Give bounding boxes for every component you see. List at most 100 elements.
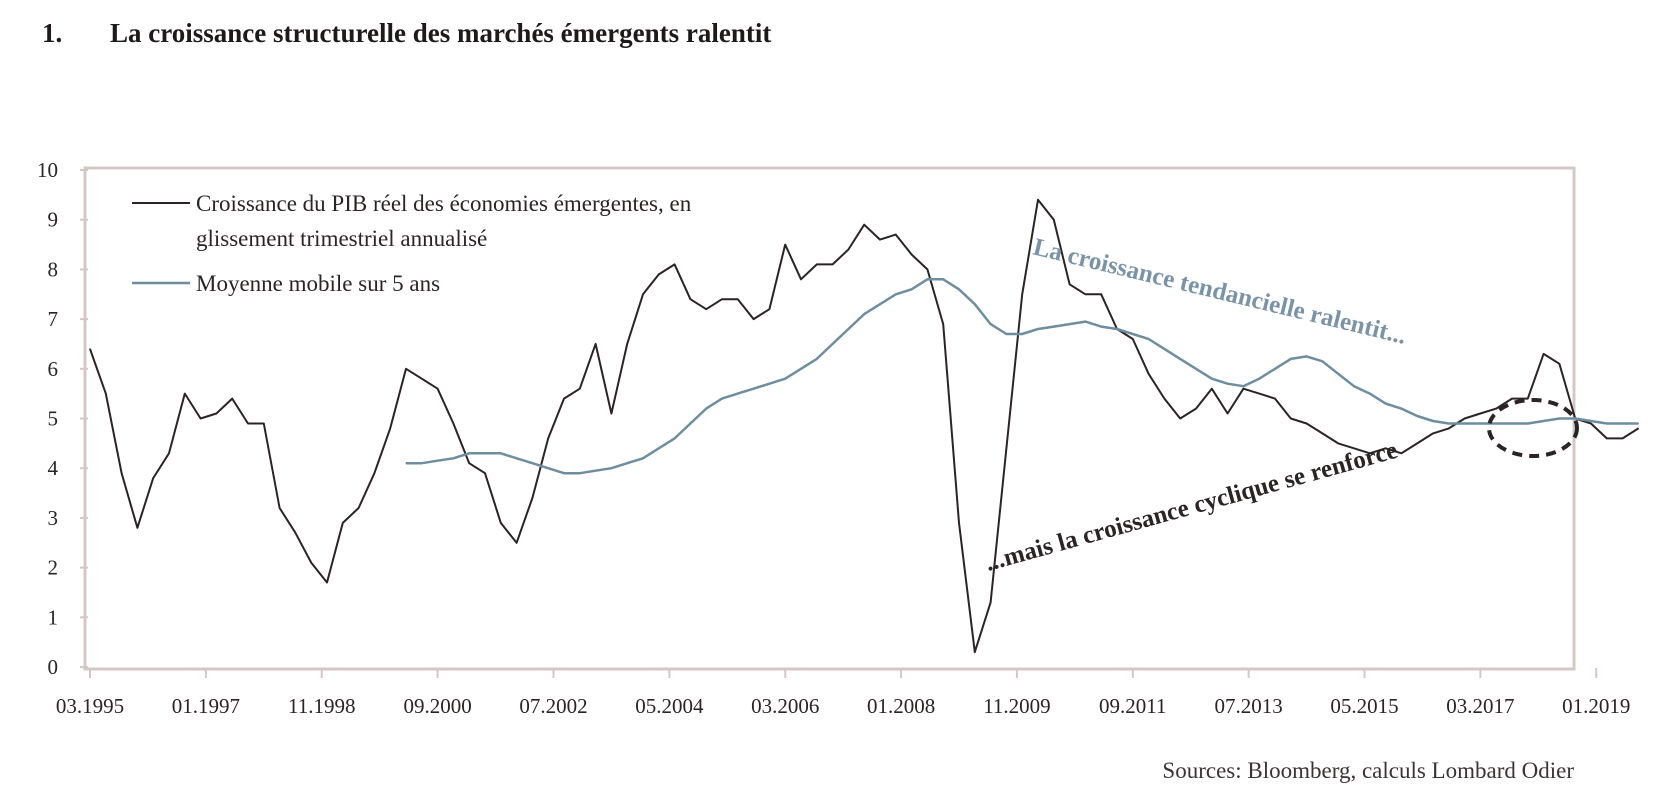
- gdp-growth-point: [326, 581, 328, 584]
- moving-average-point: [1053, 326, 1055, 328]
- gdp-growth-point: [863, 224, 865, 226]
- x-tick-label: 03.2006: [751, 694, 819, 718]
- gdp-growth-point: [168, 452, 170, 454]
- gdp-growth-point: [421, 378, 423, 380]
- gdp-growth-point: [832, 263, 834, 265]
- gdp-growth-point: [279, 507, 281, 509]
- moving-average-point: [516, 457, 518, 459]
- gdp-growth-point: [516, 542, 518, 544]
- gdp-growth-point: [1037, 199, 1039, 201]
- moving-average-point: [468, 452, 470, 454]
- gdp-growth-point: [1179, 417, 1181, 420]
- x-tick-label: 01.1997: [172, 694, 240, 718]
- gdp-growth-point: [958, 522, 960, 524]
- moving-average-point: [863, 313, 865, 315]
- gdp-growth-point: [310, 562, 312, 564]
- gdp-growth-point: [642, 293, 644, 295]
- moving-average-point: [1084, 321, 1086, 323]
- moving-average-point: [958, 288, 960, 290]
- gdp-growth-point: [595, 343, 597, 345]
- y-tick-label: 1: [48, 605, 59, 629]
- moving-average-point: [1242, 385, 1244, 387]
- gdp-growth-point: [1258, 393, 1260, 395]
- moving-average-point: [1306, 355, 1308, 357]
- x-tick-label: 03.1995: [56, 694, 124, 718]
- gdp-growth-point: [547, 437, 549, 439]
- x-axis: 03.1995 01.1997 11.1998 09.2000 07.2002 05.20…: [56, 668, 1630, 718]
- y-tick-label: 4: [48, 456, 59, 480]
- moving-average-point: [421, 462, 423, 464]
- gdp-growth-point: [847, 248, 850, 251]
- x-tick-label: 09.2000: [403, 694, 471, 718]
- gdp-growth-point: [1448, 427, 1450, 429]
- gdp-growth-point: [1495, 408, 1497, 410]
- gdp-growth-point: [942, 323, 944, 325]
- moving-average-point: [879, 303, 881, 305]
- gdp-growth-point: [1069, 283, 1071, 285]
- moving-average-point: [1543, 420, 1545, 422]
- gdp-growth-point: [926, 268, 929, 270]
- moving-average-point: [1021, 333, 1023, 335]
- moving-average-point: [484, 452, 486, 454]
- gdp-growth-point: [1290, 417, 1292, 420]
- legend: Croissance du PIB réel des économies éme…: [132, 191, 692, 296]
- gdp-growth-point: [1021, 293, 1023, 295]
- moving-average-point: [437, 460, 439, 462]
- moving-average-line: [406, 278, 1639, 475]
- chart-number: 1.: [42, 18, 63, 48]
- gdp-growth-point: [1511, 398, 1513, 400]
- gdp-growth-point: [800, 278, 802, 280]
- moving-average-point: [784, 378, 786, 380]
- gdp-growth-point: [658, 273, 660, 275]
- legend-label-gdp-line2: glissement trimestriel annualisé: [196, 226, 487, 251]
- moving-average-point: [1574, 417, 1576, 420]
- moving-average-point: [1116, 328, 1118, 330]
- gdp-growth-point: [974, 651, 976, 653]
- moving-average-point: [1637, 422, 1639, 425]
- moving-average-point: [1385, 403, 1387, 405]
- moving-average-point: [1400, 408, 1402, 410]
- gdp-growth-point: [105, 393, 107, 395]
- moving-average-point: [1258, 378, 1260, 380]
- moving-average-point: [721, 398, 723, 400]
- gdp-growth-point: [1242, 388, 1244, 390]
- gdp-growth-point: [1084, 293, 1086, 295]
- gdp-growth-point: [1337, 442, 1339, 444]
- y-tick-label: 8: [48, 257, 59, 281]
- gdp-growth-point: [1590, 422, 1592, 425]
- gdp-growth-point: [563, 398, 565, 400]
- moving-average-point: [658, 447, 660, 449]
- gdp-growth-point: [816, 263, 818, 265]
- gdp-growth-point: [294, 532, 296, 534]
- moving-average-point: [1337, 373, 1339, 375]
- chart-heading: 1. La croissance structurelle des marchés…: [42, 18, 771, 49]
- gdp-growth-point: [879, 239, 881, 241]
- x-tick-label: 05.2004: [635, 694, 704, 718]
- gdp-growth-point: [1005, 447, 1008, 449]
- gdp-growth-point: [358, 507, 360, 509]
- moving-average-point: [911, 288, 913, 290]
- legend-label-moving-average: Moyenne mobile sur 5 ans: [196, 271, 440, 296]
- moving-average-point: [500, 452, 502, 454]
- moving-average-point: [847, 328, 850, 330]
- moving-average-point: [1321, 360, 1323, 362]
- moving-average-point: [1464, 422, 1466, 425]
- moving-average-point: [1432, 420, 1434, 422]
- moving-average-point: [768, 383, 771, 385]
- gdp-growth-point: [389, 427, 391, 429]
- moving-average-point: [452, 457, 454, 459]
- moving-average-point: [816, 358, 818, 360]
- gdp-growth-point: [1416, 442, 1418, 444]
- x-tick-label: 05.2015: [1330, 694, 1398, 718]
- gdp-growth-point: [184, 393, 186, 395]
- gdp-growth-point: [500, 522, 502, 524]
- x-tick-label: 11.1998: [288, 694, 355, 718]
- gdp-growth-point: [1543, 353, 1545, 355]
- moving-average-point: [990, 323, 992, 325]
- gdp-growth-point: [1432, 432, 1434, 434]
- gdp-growth-point: [1148, 373, 1150, 375]
- moving-average-point: [1353, 385, 1355, 387]
- gdp-growth-point: [689, 298, 692, 300]
- moving-average-point: [1005, 333, 1008, 335]
